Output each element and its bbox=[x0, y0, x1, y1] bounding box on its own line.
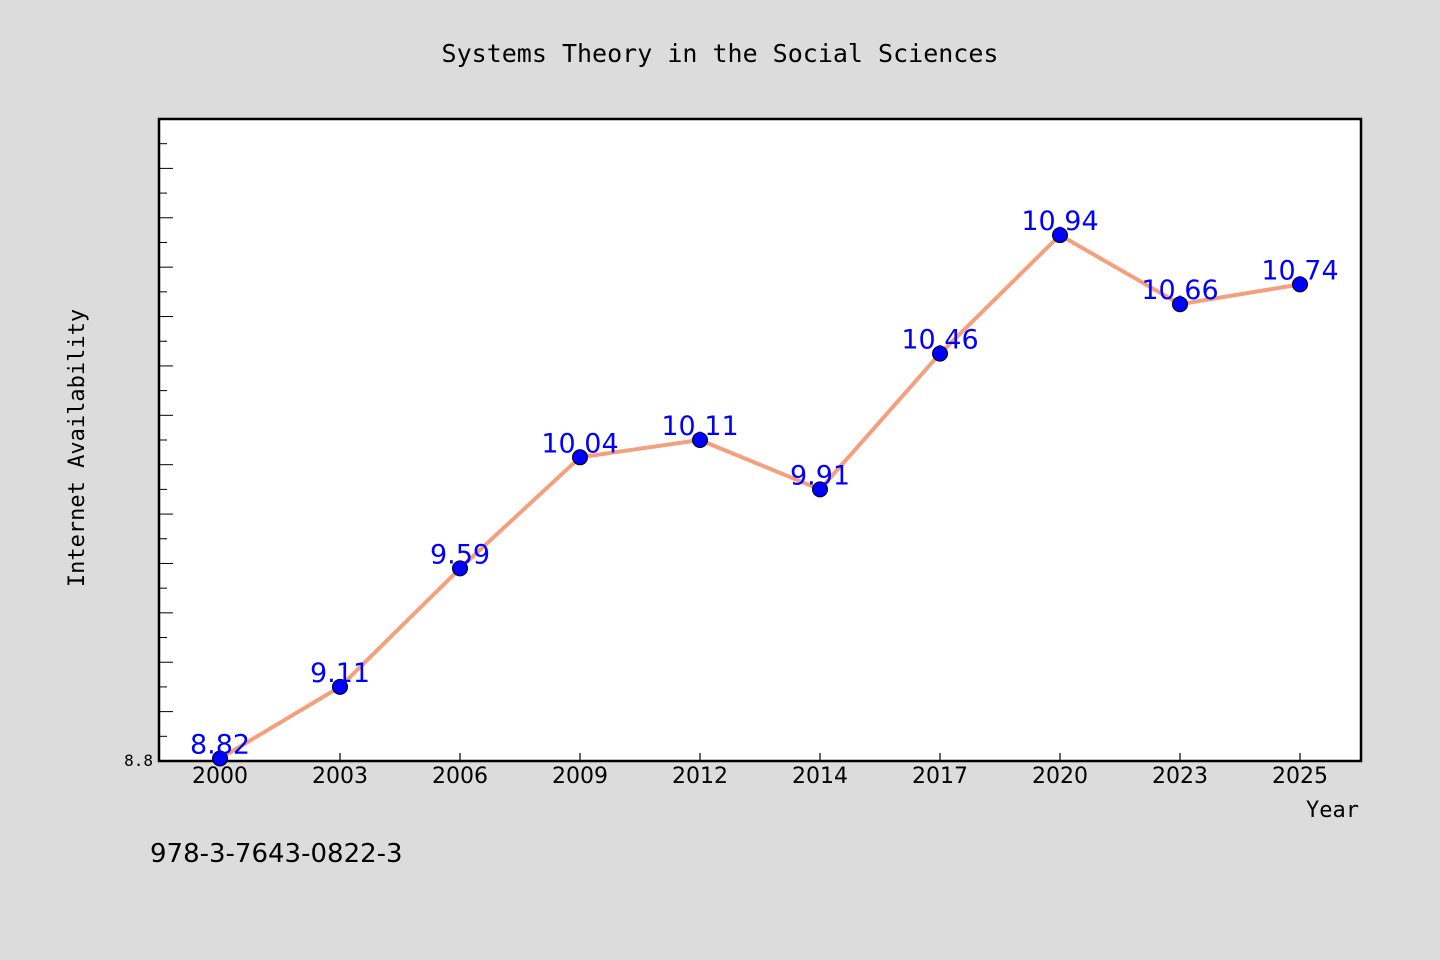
data-label-2006: 9.59 bbox=[430, 539, 490, 570]
data-point-2025 bbox=[1292, 276, 1308, 293]
series-line-group bbox=[218, 233, 1302, 761]
data-label-2009: 10.04 bbox=[541, 428, 618, 459]
series-line bbox=[218, 233, 1302, 761]
data-point-2009 bbox=[572, 449, 588, 466]
x-tick-label-2006: 2006 bbox=[432, 764, 488, 789]
data-label-2000: 8.82 bbox=[190, 730, 250, 761]
x-tick-label-2014: 2014 bbox=[792, 764, 848, 789]
data-point-2006 bbox=[452, 560, 468, 577]
footer-text: 978-3-7643-0822-3 bbox=[150, 839, 403, 869]
data-label-2025: 10.74 bbox=[1261, 255, 1338, 286]
data-label-2014: 9.91 bbox=[790, 460, 850, 491]
chart-title: Systems Theory in the Social Sciences bbox=[442, 39, 999, 68]
data-point-2012 bbox=[692, 432, 708, 448]
data-point-2000 bbox=[212, 750, 228, 767]
x-tick-label-2003: 2003 bbox=[312, 764, 368, 789]
x-tick-label-2012: 2012 bbox=[672, 764, 728, 789]
data-point-2003 bbox=[332, 678, 348, 695]
data-label-2023: 10.66 bbox=[1141, 275, 1218, 306]
x-tick-label-2020: 2020 bbox=[1032, 764, 1088, 789]
data-label-2017: 10.46 bbox=[901, 325, 978, 356]
x-tick-label-2023: 2023 bbox=[1152, 764, 1208, 789]
x-tick-label-2025: 2025 bbox=[1272, 764, 1328, 789]
data-labels: 8.82 9.11 9.59 10.04 10.11 9.91 10.46 10.94 10.6… bbox=[190, 206, 1339, 760]
plot-area bbox=[157, 117, 1363, 763]
y-tick-label-8.8: 8.8 bbox=[124, 751, 153, 770]
data-point-2020 bbox=[1052, 227, 1068, 244]
data-point-2014 bbox=[812, 481, 828, 498]
x-tick-label-2000: 2000 bbox=[192, 764, 248, 789]
series-markers bbox=[212, 227, 1308, 767]
data-label-2012: 10.11 bbox=[661, 411, 738, 442]
x-tick-label-2017: 2017 bbox=[912, 764, 968, 789]
data-label-2020: 10.94 bbox=[1021, 206, 1098, 237]
x-tick-label-2009: 2009 bbox=[552, 764, 608, 789]
y-axis-label: Internet Availability bbox=[65, 309, 90, 587]
data-point-2023 bbox=[1172, 296, 1188, 313]
x-axis-tick-labels: 2000 2003 2006 2009 2012 2014 2017 2020 2023 2025 bbox=[192, 764, 1328, 789]
data-label-2003: 9.11 bbox=[310, 658, 370, 689]
data-point-2017 bbox=[932, 345, 948, 362]
y-axis-ticks bbox=[159, 143, 173, 737]
x-axis-label: Year bbox=[1306, 798, 1359, 823]
